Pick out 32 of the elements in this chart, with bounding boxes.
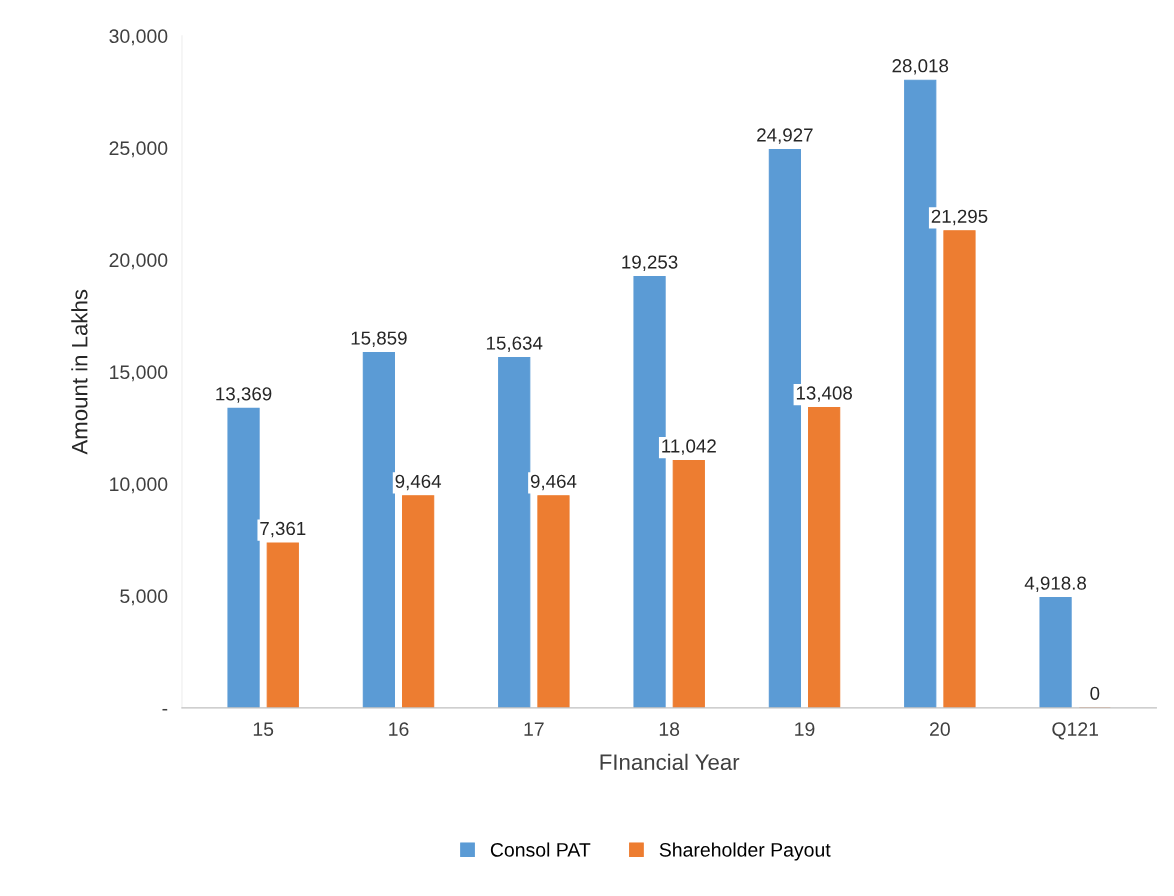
x-tick-label: 17 [524, 722, 544, 736]
data-label: 13,369 [216, 387, 272, 403]
data-label: 15,859 [351, 331, 407, 347]
y-tick-label: - [162, 708, 168, 711]
x-tick-label: 18 [659, 722, 680, 737]
y-tick-label: 30,000 [109, 29, 168, 46]
data-label: 24,927 [757, 128, 813, 144]
data-label: 11,042 [662, 439, 716, 455]
y-tick-label: 10,000 [110, 477, 168, 494]
y-tick-label: 20,000 [109, 253, 168, 270]
data-label: 9,464 [395, 474, 442, 491]
data-label: 4,918.8 [1024, 576, 1087, 592]
data-label: 9,464 [530, 474, 577, 491]
y-tick-label: 5,000 [120, 589, 168, 606]
data-label: 19,253 [622, 255, 678, 271]
data-label: 28,018 [892, 59, 949, 75]
y-axis-title: Amount in Lakhs [71, 289, 88, 455]
data-label: 0 [1090, 686, 1100, 700]
data-label: 15,634 [486, 336, 543, 352]
data-label: 13,408 [796, 386, 852, 402]
y-tick-label: 15,000 [110, 365, 168, 382]
data-label: 21,295 [931, 209, 988, 226]
legend-label: Consol PAT [490, 842, 591, 857]
data-label: 7,361 [260, 521, 306, 538]
x-tick-label: 16 [389, 722, 409, 737]
x-tick-label: Q121 [1052, 722, 1099, 740]
x-tick-label: 19 [795, 722, 815, 737]
y-tick-label: 25,000 [109, 141, 168, 158]
legend-label: Shareholder Payout [659, 842, 831, 861]
x-tick-label: 15 [253, 722, 274, 737]
x-tick-label: 20 [930, 722, 950, 737]
x-axis-title: FInancial Year [600, 753, 740, 771]
